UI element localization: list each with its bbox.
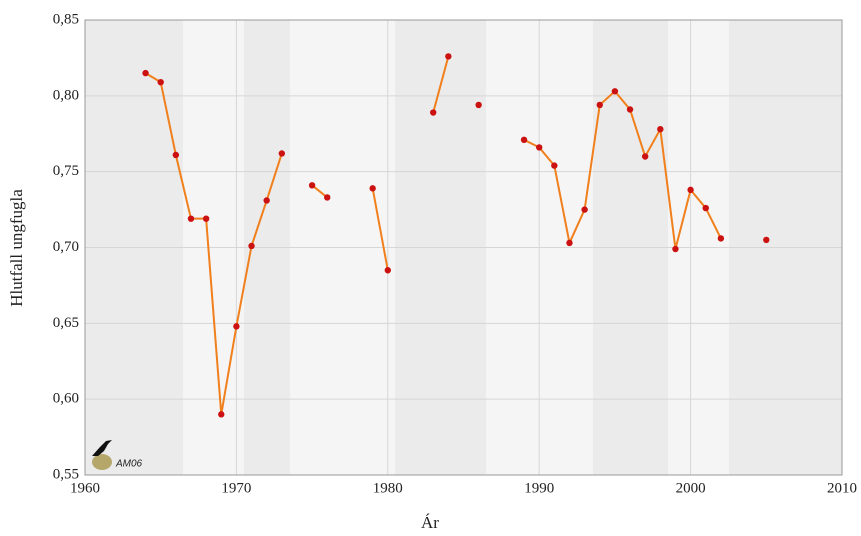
marker xyxy=(248,242,255,250)
marker xyxy=(566,239,573,247)
marker xyxy=(626,106,634,113)
marker xyxy=(233,323,240,330)
marker xyxy=(142,69,149,77)
x-tick-label: 1970 xyxy=(221,480,251,496)
annotation: AM06 xyxy=(115,459,143,470)
marker xyxy=(611,88,619,95)
y-tick-label: 0,70 xyxy=(53,239,79,255)
marker xyxy=(445,53,452,60)
marker xyxy=(596,101,603,109)
marker xyxy=(218,411,225,418)
marker xyxy=(369,185,376,192)
x-tick-label: 2000 xyxy=(676,480,706,496)
marker xyxy=(430,109,437,116)
marker xyxy=(581,206,588,213)
logo-rock xyxy=(92,454,112,470)
logo: AM06 xyxy=(92,440,143,470)
marker xyxy=(551,162,558,169)
x-tick-label: 2010 xyxy=(827,480,857,496)
marker xyxy=(763,236,770,244)
marker xyxy=(384,267,391,274)
marker xyxy=(702,204,709,212)
marker xyxy=(202,215,210,222)
logo-bird xyxy=(92,440,112,456)
marker xyxy=(687,186,694,194)
x-tick-label: 1980 xyxy=(373,480,403,496)
x-tick-label: 1960 xyxy=(70,480,100,496)
marker xyxy=(172,151,180,159)
x-axis-title: Ár xyxy=(421,513,439,532)
y-tick-label: 0,60 xyxy=(53,391,79,407)
marker xyxy=(263,197,270,204)
marker xyxy=(672,245,679,253)
y-tick-label: 0,65 xyxy=(53,315,79,331)
y-tick-label: 0,85 xyxy=(53,11,79,27)
marker xyxy=(324,194,331,201)
y-tick-label: 0,55 xyxy=(53,466,79,482)
marker xyxy=(475,101,482,109)
marker xyxy=(657,126,664,133)
y-tick-label: 0,80 xyxy=(53,87,79,103)
y-axis-title: Hlutfall ungfugla xyxy=(7,189,26,307)
marker xyxy=(641,153,649,160)
marker xyxy=(157,78,164,86)
marker xyxy=(520,136,528,144)
marker xyxy=(278,150,286,157)
marker xyxy=(536,144,543,151)
marker xyxy=(308,182,316,189)
marker xyxy=(717,235,725,242)
plot-frame xyxy=(84,19,843,476)
y-tick-label: 0,75 xyxy=(53,163,79,179)
marker xyxy=(187,215,195,222)
x-tick-label: 1990 xyxy=(524,480,554,496)
